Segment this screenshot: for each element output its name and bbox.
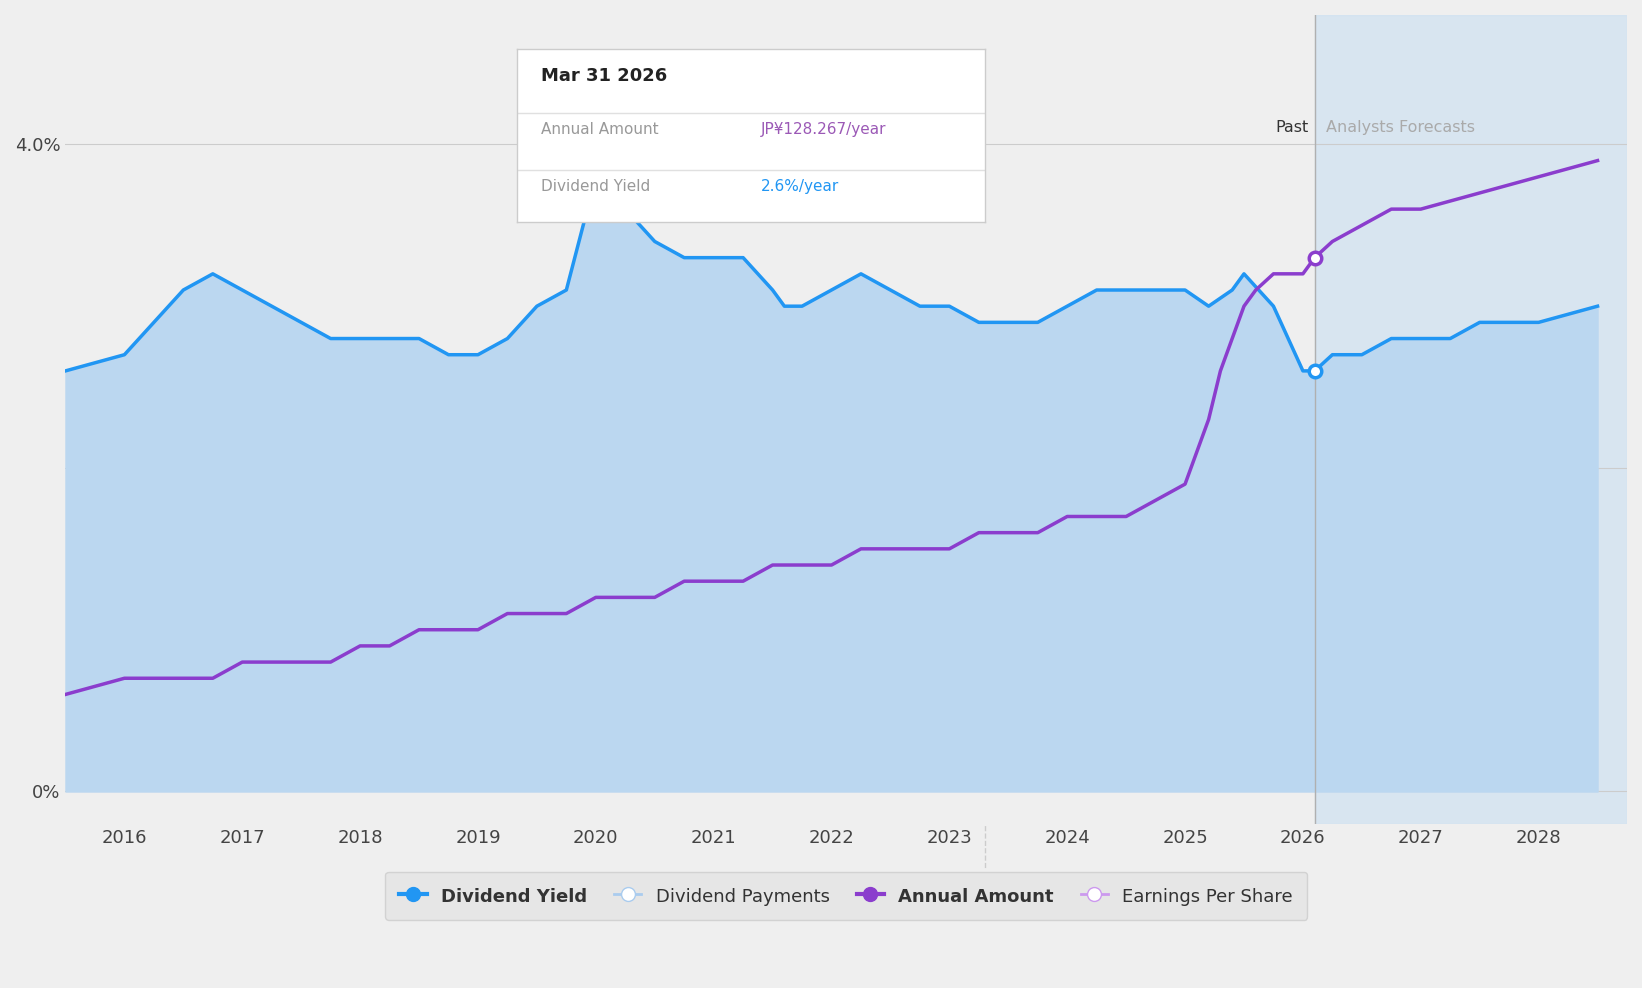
Text: Mar 31 2026: Mar 31 2026 [540, 67, 667, 85]
Text: Annual Amount: Annual Amount [540, 123, 658, 137]
Legend: Dividend Yield, Dividend Payments, Annual Amount, Earnings Per Share: Dividend Yield, Dividend Payments, Annua… [384, 871, 1307, 920]
Text: JP¥128.267/year: JP¥128.267/year [760, 123, 887, 137]
Text: 2.6%/year: 2.6%/year [760, 179, 839, 194]
Text: Past: Past [1276, 121, 1309, 135]
Text: Dividend Yield: Dividend Yield [540, 179, 650, 194]
Text: Analysts Forecasts: Analysts Forecasts [1327, 121, 1476, 135]
Bar [1315, 15, 1627, 824]
